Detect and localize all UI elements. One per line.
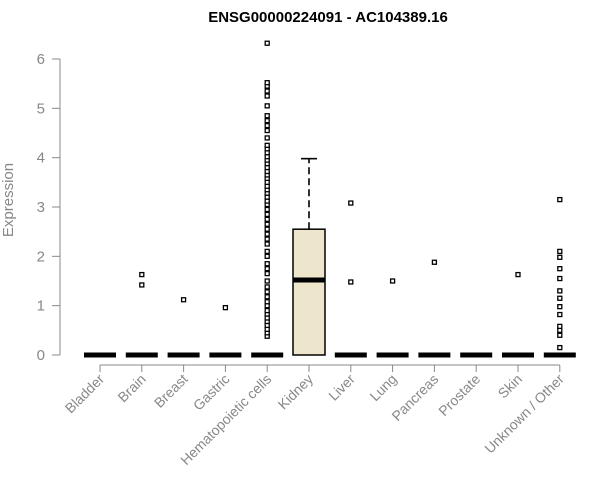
y-tick-label: 0 (37, 347, 45, 364)
outlier-point (348, 279, 354, 285)
outlier-point (264, 80, 270, 86)
outlier-point (264, 142, 270, 148)
outlier-point (264, 278, 270, 284)
chart-title: ENSG00000224091 - AC104389.16 (208, 9, 448, 26)
x-tick-label: Skin (495, 371, 526, 402)
outlier-point (557, 344, 563, 351)
x-tick-label: Kidney (275, 371, 317, 413)
outlier-point (557, 323, 563, 330)
outlier-point (264, 127, 270, 134)
outlier-point (264, 88, 270, 94)
box-group (334, 200, 367, 358)
outlier-point (557, 196, 563, 203)
outlier-point (264, 211, 270, 218)
outlier-point (264, 284, 270, 290)
outlier-point (264, 93, 270, 99)
outlier-point (431, 259, 438, 265)
outlier-point (264, 289, 270, 295)
x-tick-label: Unknown / Other (481, 371, 567, 457)
outlier-point (557, 266, 563, 272)
outlier-point (557, 332, 563, 338)
outlier-point (264, 261, 270, 267)
outlier-point (389, 278, 396, 284)
outlier-point (264, 206, 270, 213)
outlier-point (557, 295, 563, 301)
outlier-point (264, 231, 270, 237)
outlier-point (264, 253, 270, 259)
outlier-point (264, 216, 270, 222)
x-tick-label: Prostate (435, 371, 483, 419)
outlier-point (264, 270, 270, 277)
outlier-point (264, 40, 270, 46)
outlier-point (515, 271, 521, 278)
outlier-point (557, 311, 563, 318)
y-tick-label: 2 (37, 248, 45, 265)
box-group (209, 304, 242, 358)
outlier-point (557, 248, 563, 255)
y-axis-label: Expression (0, 163, 17, 237)
outlier-point (557, 275, 563, 282)
outlier-point (264, 226, 270, 232)
box-group (251, 40, 284, 358)
x-tick-label: Bladder (62, 371, 108, 417)
box-group (292, 157, 326, 356)
y-tick-label: 5 (37, 100, 45, 117)
outlier-point (180, 297, 187, 303)
plot-area (84, 40, 576, 358)
outlier-point (264, 248, 270, 255)
outlier-point (557, 254, 563, 260)
outlier-point (264, 236, 270, 242)
outlier-point (264, 135, 270, 141)
box-iqr (292, 228, 326, 356)
outlier-point (264, 241, 270, 247)
outlier-point (348, 200, 354, 206)
outlier-point (139, 282, 145, 288)
y-tick-label: 6 (37, 51, 45, 68)
outlier-point (139, 271, 145, 278)
outlier-point (557, 304, 563, 310)
outlier-point (222, 304, 229, 311)
outlier-point (264, 103, 270, 109)
box-group (418, 259, 451, 358)
outlier-point (557, 288, 563, 294)
outlier-point (264, 294, 270, 300)
y-tick-label: 1 (37, 298, 45, 315)
y-tick-label: 3 (37, 199, 45, 216)
box-group (167, 297, 200, 358)
outlier-point (264, 221, 270, 227)
outlier-point (264, 299, 270, 305)
outlier-point (264, 122, 270, 129)
outlier-point (264, 118, 270, 124)
outlier-point (264, 266, 270, 272)
y-tick-label: 4 (37, 150, 45, 167)
x-tick-label: Brain (114, 371, 148, 405)
outlier-point (264, 307, 270, 314)
x-tick-label: Liver (325, 371, 358, 404)
x-tick-label: Lung (366, 371, 399, 404)
y-axis: 0 1 2 3 4 5 6 (37, 51, 61, 364)
box-group (376, 278, 409, 358)
box-group (125, 271, 158, 358)
outlier-point (264, 113, 270, 119)
box-group (543, 196, 576, 358)
x-tick-label: Breast (151, 371, 191, 411)
box-group (502, 271, 534, 358)
